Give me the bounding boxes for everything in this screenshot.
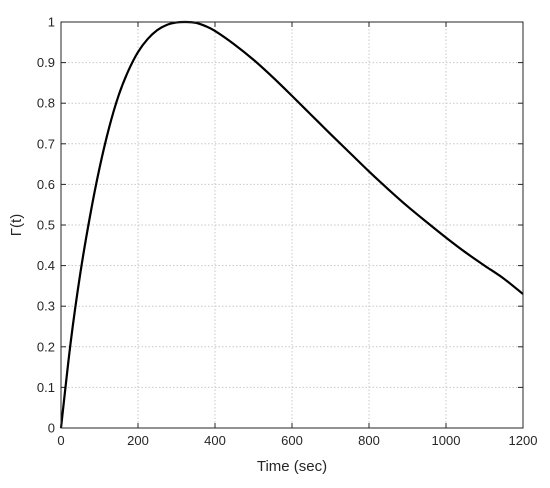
x-tick-label: 400 — [204, 433, 226, 448]
series-line — [59, 20, 524, 429]
x-tick-label: 200 — [127, 433, 149, 448]
x-tick-label: 600 — [281, 433, 303, 448]
y-tick-label: 0.4 — [37, 258, 55, 273]
y-tick-label: 0.6 — [37, 177, 55, 192]
axes-frame — [60, 21, 524, 429]
y-tick-label: 0.2 — [37, 339, 55, 354]
y-tick-label: 0.9 — [37, 55, 55, 70]
x-axis-label: Time (sec) — [257, 458, 327, 475]
x-tick-label: 1000 — [432, 433, 461, 448]
x-tick-labels: 0 200 400 600 800 1000 1200 — [57, 433, 537, 448]
y-tick-label: 1 — [48, 15, 55, 30]
y-tick-labels: 0 0.1 0.2 0.3 0.4 0.5 0.6 0.7 0.8 0.9 1 — [37, 15, 55, 436]
y-tick-label: 0 — [48, 421, 55, 436]
grid — [61, 22, 523, 428]
y-tick-label: 0.1 — [37, 380, 55, 395]
y-tick-label: 0.5 — [37, 218, 55, 233]
series — [59, 20, 524, 429]
y-tick-label: 0.8 — [37, 96, 55, 111]
x-tick-label: 0 — [57, 433, 64, 448]
y-tick-label: 0.7 — [37, 136, 55, 151]
y-axis-label: Γ(t) — [8, 214, 25, 236]
x-tick-label: 800 — [358, 433, 380, 448]
y-tick-label: 0.3 — [37, 299, 55, 314]
x-tick-label: 1200 — [509, 433, 538, 448]
